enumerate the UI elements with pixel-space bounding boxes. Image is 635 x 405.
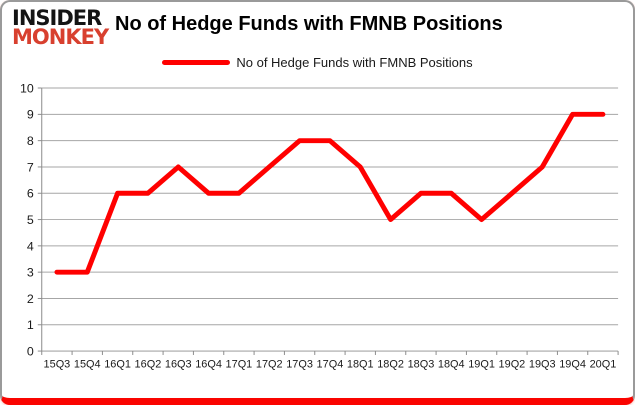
line-chart-canvas: 0 1 2 3 4 5 6 7 8 9 10 15Q3 15Q4 16Q1 16Q2 16Q3 16Q4 17Q1…	[20, 82, 619, 371]
x-axis-label: 17Q1	[226, 359, 253, 371]
x-axis-label: 18Q4	[438, 359, 465, 371]
y-axis-label: 1	[27, 318, 34, 332]
x-axis-label: 16Q3	[165, 359, 192, 371]
insider-monkey-logo: INSIDER MONKEY	[12, 6, 109, 50]
x-axis-label: 17Q3	[286, 359, 313, 371]
x-axis-label: 16Q1	[104, 359, 131, 371]
x-axis-label: 17Q2	[256, 359, 283, 371]
x-axis-label: 19Q4	[559, 359, 586, 371]
x-axis-label: 19Q3	[529, 359, 556, 371]
y-axis-label: 8	[27, 134, 34, 148]
legend-label: No of Hedge Funds with FMNB Positions	[236, 55, 473, 70]
y-axis-label: 7	[27, 160, 34, 174]
x-axis-label: 16Q4	[195, 359, 222, 371]
logo-line-insider: INSIDER	[12, 6, 102, 30]
y-axis-label: 6	[27, 187, 34, 201]
x-axis-label: 18Q3	[408, 359, 435, 371]
x-axis-label: 19Q2	[499, 359, 526, 371]
x-axis-label: 15Q3	[44, 359, 71, 371]
y-axis-label: 5	[27, 213, 34, 227]
y-axis-label: 3	[27, 266, 34, 280]
x-axis-label: 19Q1	[468, 359, 495, 371]
legend: No of Hedge Funds with FMNB Positions	[2, 55, 633, 70]
x-axis-label: 18Q2	[377, 359, 404, 371]
y-axis-label: 10	[20, 82, 34, 96]
x-axis-label: 18Q1	[347, 359, 374, 371]
page-title: No of Hedge Funds with FMNB Positions	[115, 13, 503, 35]
x-axis-label: 15Q4	[74, 359, 101, 371]
legend-line-swatch	[162, 60, 231, 65]
x-axis-label: 16Q2	[135, 359, 162, 371]
x-axis-label: 20Q1	[590, 359, 617, 371]
y-axis-label: 0	[27, 345, 34, 359]
logo-line-monkey: MONKEY	[12, 25, 109, 50]
y-axis-label: 9	[27, 108, 34, 122]
y-axis-label: 4	[27, 239, 34, 253]
y-axis-label: 2	[27, 292, 34, 306]
x-axis-label: 17Q4	[317, 359, 344, 371]
series-line	[54, 111, 606, 275]
